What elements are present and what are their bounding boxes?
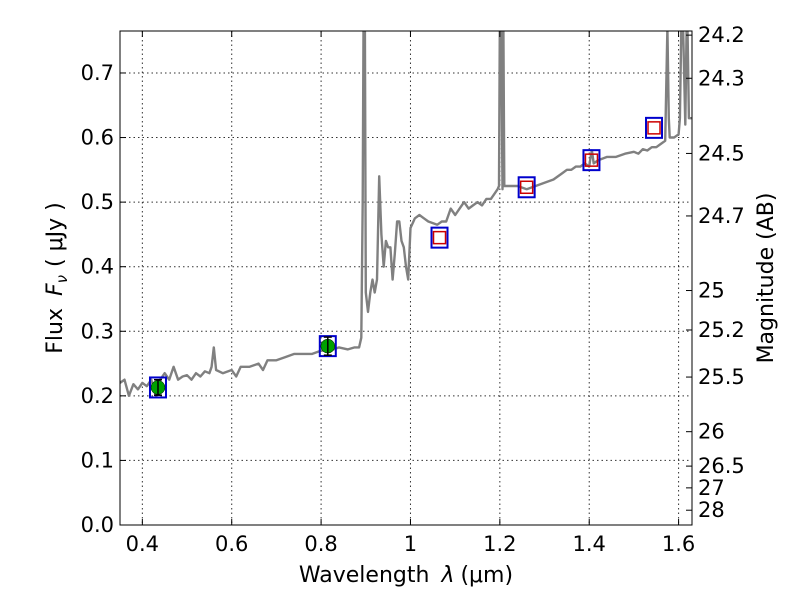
y-tick-label: 0.7 — [81, 61, 114, 85]
x-tick-label: 0.8 — [304, 532, 337, 556]
plot-frame — [119, 30, 693, 526]
point-square — [432, 230, 447, 245]
y2-tick-label: 26 — [698, 420, 725, 444]
model-point — [517, 176, 536, 199]
point-box — [318, 335, 337, 358]
x-tick-label: 1.2 — [483, 532, 516, 556]
y-tick-label: 0.1 — [81, 448, 114, 472]
detection-point — [318, 335, 337, 358]
y-axis-symbol: F — [43, 283, 68, 296]
x-tick-label: 1 — [404, 532, 417, 556]
plot-background — [120, 31, 692, 525]
x-tick-label: 0.6 — [215, 532, 248, 556]
x-tick-label: 1.4 — [573, 532, 606, 556]
y-tick-label: 0.4 — [81, 255, 114, 279]
y2-tick-label: 28 — [698, 498, 725, 522]
point-box — [148, 376, 167, 399]
y-axis-unit: ( μJy ) — [43, 202, 68, 267]
model-point — [645, 116, 664, 139]
detection-point — [148, 376, 167, 399]
y-tick-label: 0.6 — [81, 126, 114, 150]
point-box — [645, 116, 664, 139]
y-tick-label: 0.2 — [81, 384, 114, 408]
y2-tick-label: 25.2 — [698, 318, 745, 342]
y2-tick-label: 25 — [698, 279, 725, 303]
y-axis-title-text: Flux — [43, 308, 68, 354]
y-axis-subscript: ν — [53, 275, 71, 283]
x-tick-label: 1.6 — [662, 532, 695, 556]
x-axis-title: Wavelength λ (μm) — [299, 563, 513, 588]
y2-tick-label: 24.5 — [698, 141, 745, 165]
y2-tick-label: 24.7 — [698, 204, 745, 228]
x-tick-label: 0.4 — [126, 532, 159, 556]
y2-tick-label: 27 — [698, 476, 725, 500]
point-box — [582, 149, 601, 172]
point-box — [517, 176, 536, 199]
y-tick-label: 0.3 — [81, 319, 114, 343]
point-square — [584, 153, 599, 167]
y2-tick-label: 24.2 — [698, 23, 745, 47]
x-axis-title-text: Wavelength — [299, 563, 430, 588]
y2-axis-title: Magnitude (AB) — [754, 193, 779, 364]
point-box — [430, 226, 449, 249]
x-axis-symbol: λ — [440, 563, 454, 588]
point-square — [519, 180, 534, 195]
y-axis-title: Flux Fν ( μJy ) — [43, 202, 71, 353]
y2-tick-label: 26.5 — [698, 454, 745, 478]
y-tick-label: 0.5 — [81, 190, 114, 214]
y2-tick-label: 24.3 — [698, 66, 745, 90]
spectrum-line — [120, 31, 692, 397]
y-tick-label: 0.0 — [81, 513, 114, 537]
x-axis-unit: (μm) — [460, 563, 513, 588]
point-square — [647, 121, 661, 135]
y2-tick-label: 25.5 — [698, 365, 745, 389]
model-point — [430, 226, 449, 249]
model-point — [582, 149, 601, 172]
